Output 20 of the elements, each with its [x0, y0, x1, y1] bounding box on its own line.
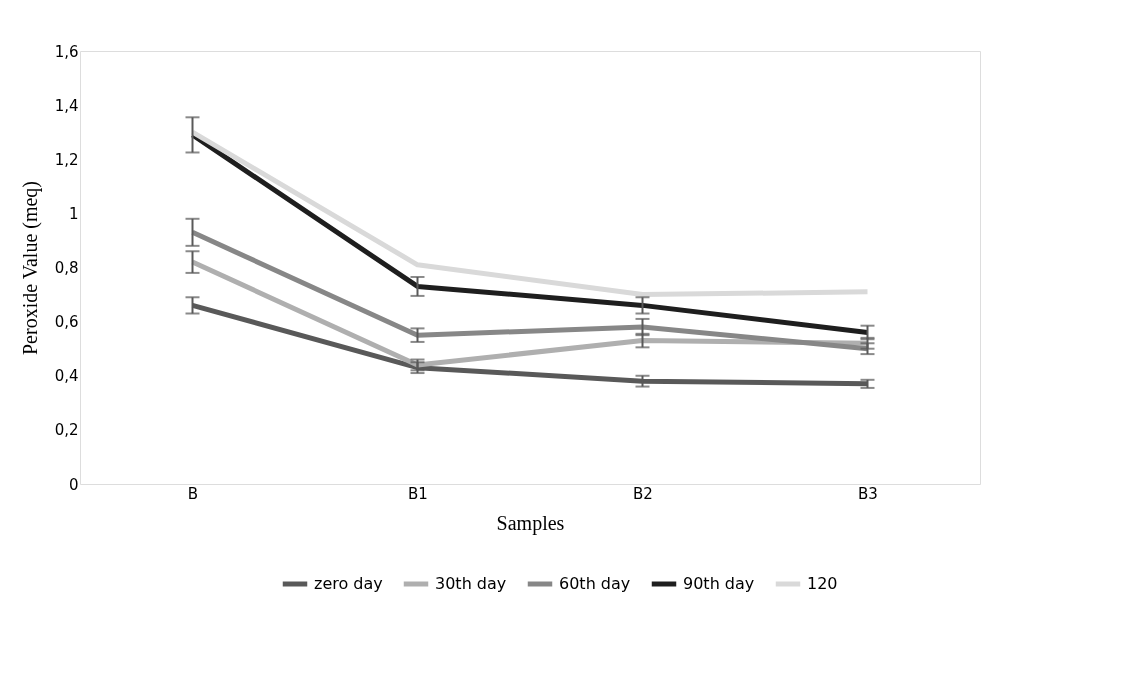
legend-label: 30th day [435, 574, 507, 593]
y-tick-label: 0,2 [54, 421, 79, 440]
legend-label: zero day [314, 574, 383, 593]
y-axis-title: Peroxide Value (meq) [18, 180, 42, 356]
legend-label: 120 [807, 574, 838, 593]
y-tick-label: 1,4 [54, 96, 79, 115]
legend-label: 90th day [683, 574, 755, 593]
x-tick-label: B1 [408, 484, 428, 503]
y-tick-label: 0,4 [54, 367, 79, 386]
y-tick-label: 1,2 [54, 150, 79, 169]
y-tick-label: 0,6 [54, 313, 79, 332]
x-axis-title: Samples [496, 511, 565, 535]
legend-label: 60th day [559, 574, 631, 593]
y-tick-label: 0 [68, 475, 79, 494]
y-tick-label: 0,8 [54, 259, 79, 277]
x-tick-label: B2 [633, 484, 653, 503]
y-tick-label: 1,6 [54, 42, 79, 61]
x-tick-label: B [187, 484, 199, 503]
x-tick-label: B3 [858, 484, 878, 503]
y-tick-label: 1 [68, 204, 79, 223]
